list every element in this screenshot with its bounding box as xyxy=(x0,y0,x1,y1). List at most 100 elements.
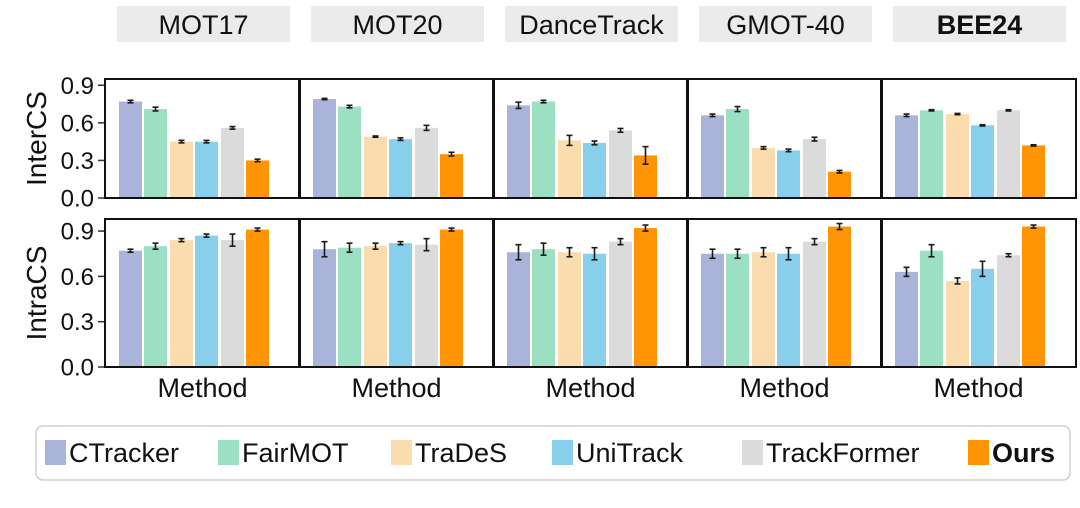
bar-trades xyxy=(364,136,387,198)
bar-fairmot xyxy=(338,247,361,367)
bar-fairmot xyxy=(920,250,943,367)
error-bar-unitrack xyxy=(591,140,598,146)
x-axis-label-bee24: Method xyxy=(933,373,1023,403)
bar-trades xyxy=(558,252,581,367)
strip-label-mot20: MOT20 xyxy=(352,10,442,40)
legend-swatch xyxy=(742,440,763,465)
error-bar-trackformer xyxy=(617,127,624,134)
bar-fairmot xyxy=(726,109,749,198)
error-bar-fairmot xyxy=(734,248,741,260)
error-bar-ours xyxy=(448,151,455,157)
bar-unitrack xyxy=(389,243,412,367)
error-bar-fairmot xyxy=(928,108,935,112)
error-bar-fairmot xyxy=(346,104,353,109)
bar-unitrack xyxy=(389,139,412,198)
error-bar-trades xyxy=(178,139,185,144)
y-tick-label: 0.9 xyxy=(61,73,94,100)
bar-ctracker xyxy=(507,252,530,367)
strip-label-bee24: BEE24 xyxy=(937,10,1023,40)
bar-ours xyxy=(246,229,269,367)
y-tick-label: 0.3 xyxy=(61,309,94,336)
legend-label: FairMOT xyxy=(242,438,348,468)
legend-swatch xyxy=(218,440,239,465)
bar-trades xyxy=(752,252,775,367)
strip-dancetrack xyxy=(505,6,678,42)
error-bar-ctracker xyxy=(903,266,910,278)
panel-intracs-dancetrack xyxy=(492,218,689,368)
bar-unitrack xyxy=(195,235,218,367)
error-bar-fairmot xyxy=(346,242,353,254)
error-bar-ctracker xyxy=(515,101,522,110)
bar-unitrack xyxy=(971,125,994,198)
bar-ours xyxy=(828,226,851,367)
legend-swatch xyxy=(391,440,412,465)
bar-ctracker xyxy=(313,99,336,198)
error-bar-fairmot xyxy=(152,106,159,112)
error-bar-trackformer xyxy=(1005,252,1012,258)
error-bar-ctracker xyxy=(903,113,910,118)
error-bar-trackformer xyxy=(811,136,818,142)
bar-trackformer xyxy=(221,127,244,198)
x-axis-label-gmot-40: Method xyxy=(739,373,829,403)
y-tick-label: 0.3 xyxy=(61,148,94,175)
y-tick-label: 0.0 xyxy=(61,186,94,213)
x-axis-label-mot17: Method xyxy=(157,373,247,403)
error-bar-fairmot xyxy=(928,243,935,258)
panel-intracs-mot20 xyxy=(298,218,495,368)
error-bar-trackformer xyxy=(811,237,818,246)
panel-intercs-bee24 xyxy=(880,78,1077,199)
y-axis-intercs: 0.0 0.3 0.6 0.9 InterCS xyxy=(21,73,104,213)
bar-ctracker xyxy=(895,115,918,198)
bar-trades xyxy=(946,114,969,198)
bar-ctracker xyxy=(313,249,336,367)
legend-label: CTracker xyxy=(69,438,179,468)
bar-trackformer xyxy=(997,110,1020,198)
legend-swatch xyxy=(968,440,989,465)
error-bar-ctracker xyxy=(515,243,522,261)
bar-trackformer xyxy=(221,240,244,367)
panel-border xyxy=(880,78,1077,199)
error-bar-fairmot xyxy=(540,242,547,257)
bar-fairmot xyxy=(532,101,555,198)
strip-label-gmot-40: GMOT-40 xyxy=(726,10,845,40)
x-axis-label-dancetrack: Method xyxy=(545,373,635,403)
error-bar-ctracker xyxy=(321,240,328,258)
strip-label-mot17: MOT17 xyxy=(158,10,248,40)
legend-item-unitrack: UniTrack xyxy=(552,438,684,468)
error-bar-fairmot xyxy=(152,242,159,251)
bar-trackformer xyxy=(803,241,826,367)
bar-trackformer xyxy=(609,130,632,198)
error-bar-ours xyxy=(254,227,261,232)
legend-swatch xyxy=(552,440,573,465)
bar-ours xyxy=(246,160,269,198)
error-bar-ctracker xyxy=(709,113,716,118)
legend-swatch xyxy=(45,440,66,465)
bar-fairmot xyxy=(532,249,555,367)
bar-trackformer xyxy=(997,255,1020,367)
legend-label: UniTrack xyxy=(576,438,684,468)
panel-intracs-gmot-40 xyxy=(686,218,883,368)
error-bar-fairmot xyxy=(540,99,547,104)
error-bar-trackformer xyxy=(423,237,430,252)
error-bar-unitrack xyxy=(203,139,210,144)
bar-trackformer xyxy=(609,241,632,367)
bar-trades xyxy=(558,140,581,198)
bar-trades xyxy=(946,280,969,367)
error-bar-trackformer xyxy=(229,233,236,247)
bar-trades xyxy=(752,147,775,198)
error-bar-unitrack xyxy=(397,137,404,142)
panel-intercs-mot20 xyxy=(298,78,495,199)
bar-fairmot xyxy=(338,106,361,198)
legend-item-fairmot: FairMOT xyxy=(218,438,348,468)
strip-gmot-40 xyxy=(699,6,872,42)
panels xyxy=(104,78,1077,368)
error-bar-ours xyxy=(836,169,843,174)
bar-fairmot xyxy=(920,110,943,198)
error-bar-trades xyxy=(954,277,961,285)
bar-trackformer xyxy=(415,127,438,198)
bar-trades xyxy=(170,240,193,367)
error-bar-ours xyxy=(1030,143,1037,147)
error-bar-ours xyxy=(448,227,455,232)
error-bar-trades xyxy=(954,112,961,116)
